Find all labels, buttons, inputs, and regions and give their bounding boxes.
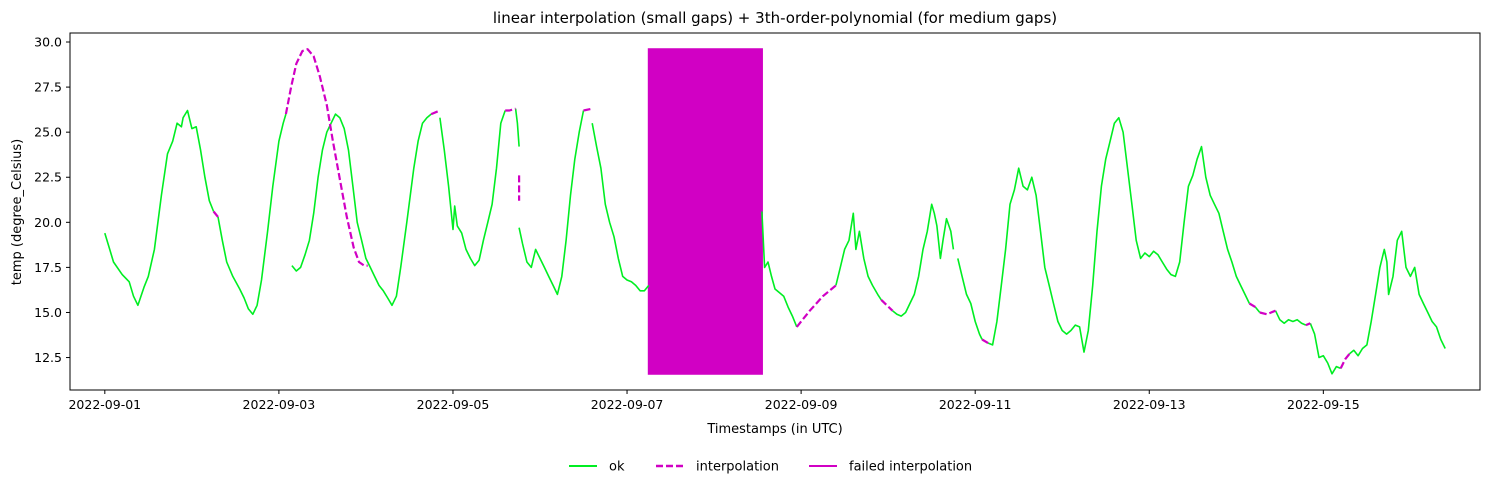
interpolation-line-segment — [795, 284, 837, 328]
interpolation-line-segment — [1259, 309, 1276, 316]
legend-label: failed interpolation — [849, 460, 972, 475]
ok-line-segment — [1348, 230, 1446, 357]
ok-line-segment — [514, 108, 520, 147]
interpolation-line-segment — [880, 299, 894, 312]
x-axis-label: Timestamps (in UTC) — [706, 422, 842, 437]
ok-line-segment — [1309, 323, 1342, 375]
x-tick-label: 2022-09-03 — [243, 397, 316, 412]
legend: ok interpolation failed interpolation — [569, 460, 972, 475]
x-tick-label: 2022-09-01 — [68, 397, 141, 412]
x-tick-label: 2022-09-09 — [765, 397, 838, 412]
y-tick-label: 15.0 — [34, 305, 62, 320]
ok-line-segment — [518, 110, 585, 296]
ok-line-segment — [957, 258, 983, 340]
y-tick-label: 22.5 — [34, 170, 62, 185]
y-axis: 12.5 15.0 17.5 20.0 22.5 25.0 27.5 30.0 — [34, 35, 70, 365]
ok-line-segment — [104, 109, 215, 307]
ok-line-segment — [591, 123, 650, 292]
ok-line-segment — [217, 113, 287, 316]
interpolation-line-segment — [583, 107, 593, 112]
y-tick-label: 17.5 — [34, 260, 62, 275]
x-axis: 2022-09-01 2022-09-03 2022-09-05 2022-09-07… — [68, 390, 1360, 412]
ok-line-segment — [891, 203, 955, 317]
legend-label: ok — [609, 460, 625, 475]
failed-interpolation-block — [647, 48, 763, 375]
y-axis-label: temp (degree_Celsius) — [10, 139, 25, 285]
x-tick-label: 2022-09-15 — [1287, 397, 1360, 412]
x-tick-label: 2022-09-13 — [1113, 397, 1186, 412]
ok-line-segment — [439, 110, 506, 267]
plot-frame — [69, 32, 1481, 391]
chart-title: linear interpolation (small gaps) + 3th-… — [493, 9, 1057, 27]
legend-label: interpolation — [696, 460, 779, 475]
interpolation-line-segment — [430, 109, 441, 116]
y-tick-label: 30.0 — [34, 35, 62, 50]
interpolation-line-segment — [505, 107, 516, 112]
interpolation-line-segment — [1305, 322, 1311, 327]
ok-line-segment — [761, 211, 798, 328]
ok-line-segment — [1274, 310, 1307, 326]
x-tick-label: 2022-09-11 — [939, 397, 1012, 412]
ok-line-segment — [835, 212, 882, 301]
interpolation-line-segment — [981, 338, 989, 345]
failed-interpolation-layer — [647, 48, 763, 375]
y-tick-label: 25.0 — [34, 125, 62, 140]
ok-line-segment — [1254, 306, 1261, 314]
ok-line-segment — [987, 116, 1251, 353]
y-tick-label: 27.5 — [34, 80, 62, 95]
y-tick-label: 20.0 — [34, 215, 62, 230]
interpolation-line-segment — [284, 48, 368, 267]
y-tick-label: 12.5 — [34, 350, 62, 365]
series-layer — [104, 48, 1446, 375]
interpolation-line-segment — [1248, 302, 1256, 309]
x-tick-label: 2022-09-07 — [591, 397, 664, 412]
interpolation-line-segment — [1339, 353, 1351, 369]
interpolation-line-segment — [212, 210, 219, 218]
x-tick-label: 2022-09-05 — [417, 397, 490, 412]
ok-line-segment — [291, 113, 432, 307]
